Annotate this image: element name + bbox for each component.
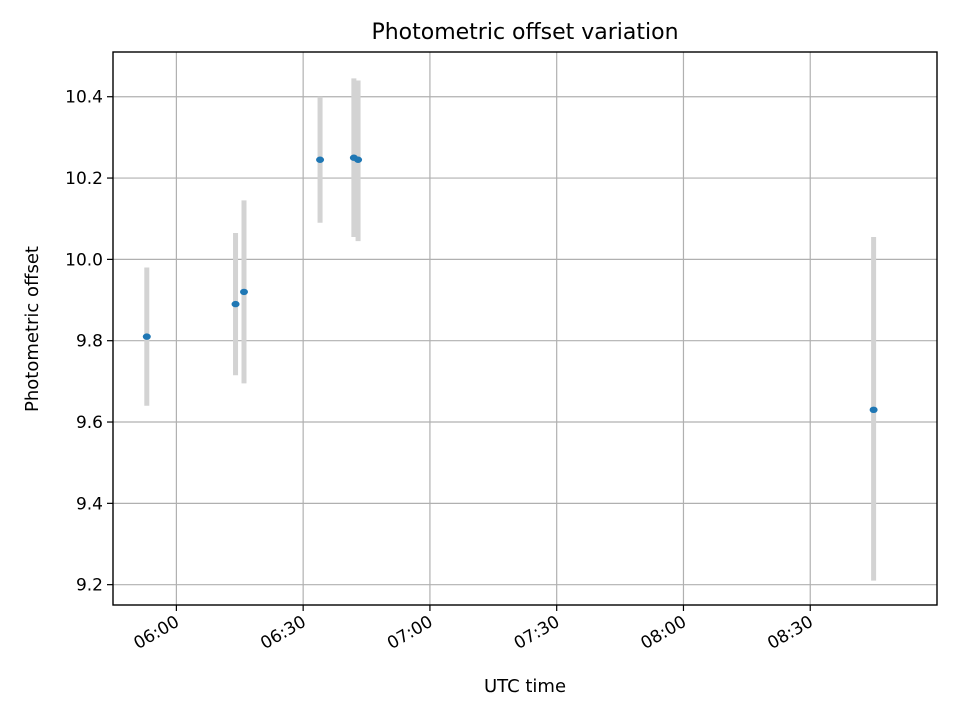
x-axis-label: UTC time (484, 676, 566, 697)
y-axis-ticks: 9.2 9.4 9.6 9.8 10.0 10.2 10.4 (65, 88, 113, 596)
grid (113, 52, 937, 605)
y-tick-label: 10.2 (65, 169, 103, 189)
y-tick-label: 9.8 (76, 332, 103, 352)
plot-frame (112, 51, 938, 606)
y-tick-label: 10.4 (65, 88, 103, 108)
chart-title: Photometric offset variation (371, 20, 678, 45)
y-axis-label: Photometric offset (22, 246, 43, 412)
y-tick-label: 9.2 (76, 576, 103, 596)
x-tick-label: 06:30 (257, 612, 309, 654)
y-tick-label: 10.0 (65, 250, 103, 270)
data-points (142, 154, 878, 414)
x-tick-label: 06:00 (130, 612, 182, 654)
x-tick-label: 07:00 (384, 612, 436, 654)
y-tick-label: 9.4 (76, 494, 103, 514)
data-point (239, 288, 248, 296)
data-point (869, 406, 878, 414)
error-bars (144, 78, 877, 581)
y-tick-label: 9.6 (76, 413, 103, 433)
data-point (142, 333, 151, 340)
x-tick-label: 07:30 (511, 612, 563, 654)
x-tick-label: 08:00 (638, 612, 690, 654)
x-tick-label: 08:30 (764, 612, 816, 654)
data-point (231, 300, 240, 308)
data-point (316, 156, 325, 163)
data-point (354, 156, 363, 163)
x-axis-ticks: 06:00 06:30 07:00 07:30 08:00 08:30 (130, 605, 817, 654)
